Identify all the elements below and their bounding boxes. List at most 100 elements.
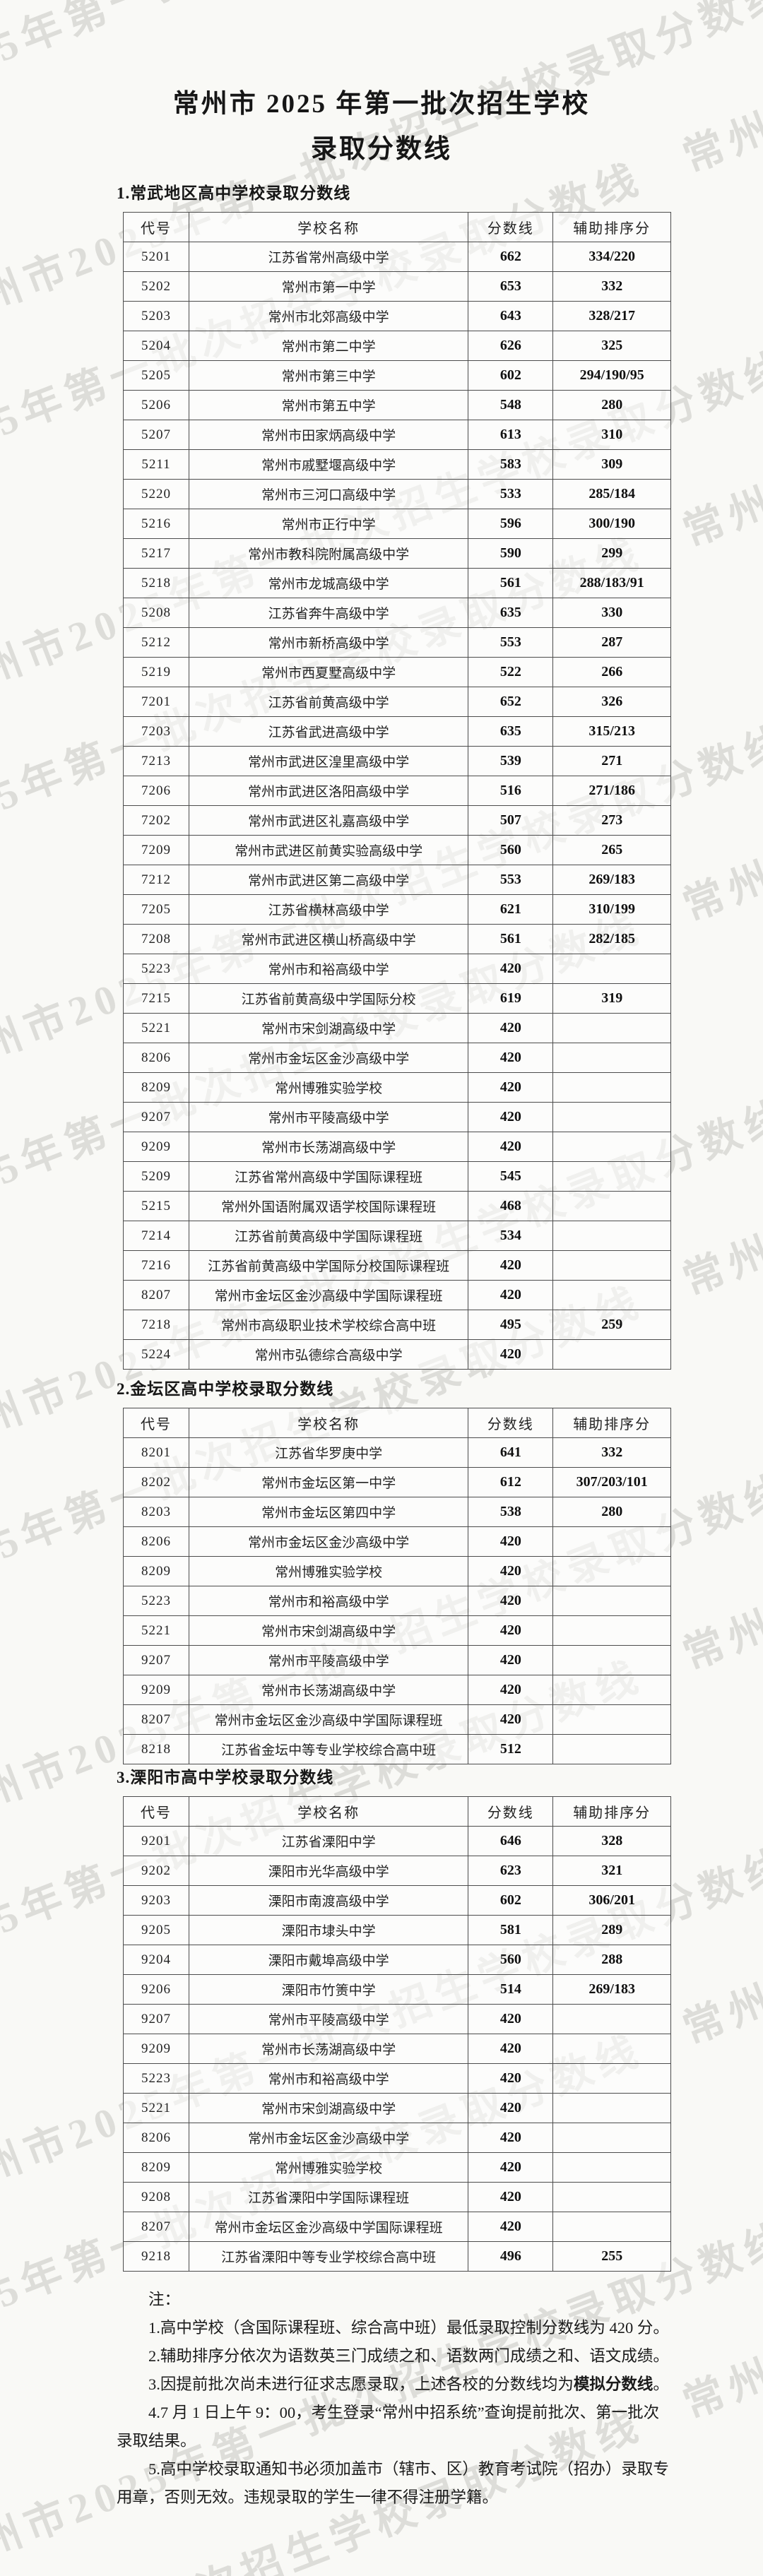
cell-score-line: 420: [468, 1645, 554, 1675]
cell-aux-score: 265: [552, 835, 671, 865]
cell-code: 7201: [123, 687, 189, 717]
cell-aux-score: 294/190/95: [552, 360, 671, 391]
table-row: 7202 常州市武进区礼嘉高级中学 507 273: [123, 805, 671, 836]
header-school-name: 学校名称: [188, 1796, 469, 1827]
cell-code: 7205: [123, 894, 189, 925]
cell-aux-score: 288: [552, 1945, 671, 1975]
cell-score-line: 619: [468, 983, 554, 1014]
cell-code: 5223: [123, 954, 189, 984]
table-row: 5221 常州市宋剑湖高级中学 420: [123, 1013, 671, 1043]
cell-score-line: 420: [468, 2123, 554, 2153]
header-score-line: 分数线: [468, 212, 554, 242]
cell-score-line: 420: [468, 1132, 554, 1162]
table-row: 5218 常州市龙城高级中学 561 288/183/91: [123, 568, 671, 598]
cell-score-line: 420: [468, 1704, 554, 1735]
cell-score-line: 581: [468, 1915, 554, 1945]
cell-score-line: 590: [468, 538, 554, 569]
cell-school-name: 常州市长荡湖高级中学: [188, 1132, 469, 1162]
cell-code: 5224: [123, 1339, 189, 1370]
cell-score-line: 643: [468, 301, 554, 331]
cell-aux-score: 269/183: [552, 865, 671, 895]
cell-school-name: 常州市宋剑湖高级中学: [188, 1615, 469, 1646]
cell-school-name: 常州市第二中学: [188, 331, 469, 361]
cell-score-line: 420: [468, 1280, 554, 1310]
cell-school-name: 常州市金坛区第一中学: [188, 1467, 469, 1497]
cell-code: 5207: [123, 420, 189, 450]
table-row: 5215 常州外国语附属双语学校国际课程班 468: [123, 1191, 671, 1221]
table-row: 5219 常州市西夏墅高级中学 522 266: [123, 657, 671, 687]
cell-aux-score: 328: [552, 1826, 671, 1856]
cell-school-name: 江苏省溧阳中等专业学校综合高中班: [188, 2241, 469, 2272]
table-row: 7216 江苏省前黄高级中学国际分校国际课程班 420: [123, 1250, 671, 1281]
cell-code: 5206: [123, 390, 189, 420]
cell-school-name: 常州市正行中学: [188, 509, 469, 539]
table-row: 5211 常州市戚墅堰高级中学 583 309: [123, 449, 671, 480]
cell-code: 9209: [123, 2034, 189, 2064]
cell-code: 5205: [123, 360, 189, 391]
cell-score-line: 662: [468, 242, 554, 272]
table-row: 5223 常州市和裕高级中学 420: [123, 2063, 671, 2094]
cell-school-name: 常州市北郊高级中学: [188, 301, 469, 331]
cell-code: 8206: [123, 1526, 189, 1557]
cell-code: 5203: [123, 301, 189, 331]
cell-score-line: 652: [468, 687, 554, 717]
cell-score-line: 613: [468, 420, 554, 450]
cell-code: 7209: [123, 835, 189, 865]
cell-aux-score: [552, 2093, 671, 2123]
cell-score-line: 545: [468, 1161, 554, 1192]
cell-aux-score: 310/199: [552, 894, 671, 925]
table-row: 9209 常州市长荡湖高级中学 420: [123, 1132, 671, 1162]
cell-score-line: 420: [468, 1556, 554, 1586]
scores-table-jintan: 代号 学校名称 分数线 辅助排序分 8201 江苏省华罗庚中学 641 332 8202…: [123, 1408, 671, 1764]
cell-code: 5216: [123, 509, 189, 539]
cell-code: 8206: [123, 2123, 189, 2153]
cell-aux-score: [552, 1132, 671, 1162]
cell-code: 5221: [123, 1013, 189, 1043]
cell-code: 9209: [123, 1132, 189, 1162]
cell-code: 8209: [123, 1556, 189, 1586]
cell-school-name: 常州市第一中学: [188, 271, 469, 302]
cell-aux-score: 326: [552, 687, 671, 717]
table-row: 9203 溧阳市南渡高级中学 602 306/201: [123, 1885, 671, 1916]
cell-score-line: 420: [468, 1250, 554, 1281]
scores-table-liyang: 代号 学校名称 分数线 辅助排序分 9201 江苏省溧阳中学 646 328 9202 溧…: [123, 1796, 671, 2272]
cell-aux-score: 309: [552, 449, 671, 480]
table-row: 7218 常州市高级职业技术学校综合高中班 495 259: [123, 1310, 671, 1340]
table-row: 8209 常州博雅实验学校 420: [123, 2152, 671, 2183]
cell-aux-score: [552, 1072, 671, 1103]
cell-school-name: 常州市武进区横山桥高级中学: [188, 924, 469, 954]
table-row: 7214 江苏省前黄高级中学国际课程班 534: [123, 1221, 671, 1251]
cell-score-line: 623: [468, 1856, 554, 1886]
cell-school-name: 常州市龙城高级中学: [188, 568, 469, 598]
cell-code: 9208: [123, 2182, 189, 2212]
cell-aux-score: [552, 1556, 671, 1586]
cell-aux-score: [552, 1161, 671, 1192]
cell-aux-score: [552, 954, 671, 984]
cell-school-name: 江苏省溧阳中学: [188, 1826, 469, 1856]
cell-aux-score: 285/184: [552, 479, 671, 509]
cell-school-name: 常州市长荡湖高级中学: [188, 1675, 469, 1705]
cell-code: 7208: [123, 924, 189, 954]
header-school-name: 学校名称: [188, 1408, 469, 1438]
cell-score-line: 560: [468, 835, 554, 865]
cell-school-name: 常州市和裕高级中学: [188, 954, 469, 984]
cell-code: 5211: [123, 449, 189, 480]
table-row: 5207 常州市田家炳高级中学 613 310: [123, 420, 671, 450]
cell-school-name: 常州市金坛区金沙高级中学: [188, 1526, 469, 1557]
cell-code: 7212: [123, 865, 189, 895]
cell-code: 8209: [123, 1072, 189, 1103]
cell-score-line: 516: [468, 776, 554, 806]
cell-aux-score: [552, 1280, 671, 1310]
table-row: 8203 常州市金坛区第四中学 538 280: [123, 1497, 671, 1527]
cell-aux-score: [552, 2034, 671, 2064]
cell-school-name: 常州市新桥高级中学: [188, 627, 469, 658]
cell-school-name: 溧阳市竹箦中学: [188, 1974, 469, 2005]
cell-aux-score: 259: [552, 1310, 671, 1340]
table-row: 8207 常州市金坛区金沙高级中学国际课程班 420: [123, 1704, 671, 1735]
table-row: 8202 常州市金坛区第一中学 612 307/203/101: [123, 1467, 671, 1497]
header-aux-score: 辅助排序分: [552, 1408, 671, 1438]
table-row: 5217 常州市教科院附属高级中学 590 299: [123, 538, 671, 569]
header-aux-score: 辅助排序分: [552, 212, 671, 242]
cell-code: 5220: [123, 479, 189, 509]
cell-school-name: 溧阳市光华高级中学: [188, 1856, 469, 1886]
